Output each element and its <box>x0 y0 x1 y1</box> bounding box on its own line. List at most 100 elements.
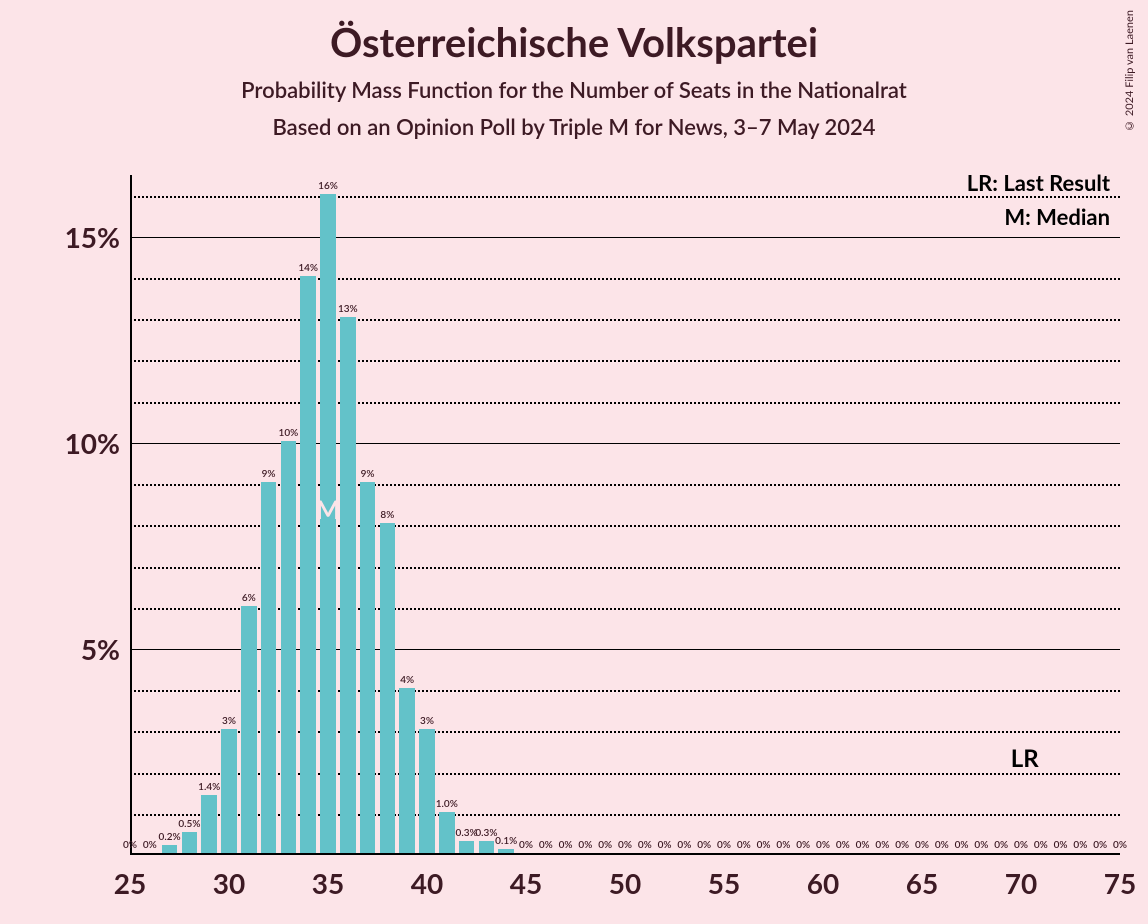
median-marker: M <box>316 493 341 525</box>
bar-label: 0% <box>915 839 929 851</box>
bar-label: 0% <box>618 839 632 851</box>
grid-minor <box>130 814 1120 816</box>
x-tick-label: 40 <box>411 866 443 900</box>
x-tick-label: 25 <box>114 866 146 900</box>
bar-label: 0% <box>658 839 672 851</box>
bar-label: 0% <box>559 839 573 851</box>
bar-label: 0% <box>1113 839 1127 851</box>
copyright-text: © 2024 Filip van Laenen <box>1123 10 1136 132</box>
bar-label: 0% <box>856 839 870 851</box>
bar-label: 0.3% <box>475 827 497 839</box>
grid-minor <box>130 525 1120 527</box>
bar-label: 0% <box>955 839 969 851</box>
bar-label: 0% <box>757 839 771 851</box>
bar <box>162 845 177 853</box>
bar <box>241 606 256 853</box>
bar-label: 0% <box>875 839 889 851</box>
grid-minor <box>130 278 1120 280</box>
bar-label: 0% <box>578 839 592 851</box>
bar-label: 3% <box>222 715 236 727</box>
bar <box>201 795 216 853</box>
chart-title: Österreichische Volkspartei <box>0 0 1148 66</box>
bar <box>459 841 474 853</box>
x-tick-label: 55 <box>708 866 740 900</box>
bar <box>300 276 315 853</box>
bar <box>419 729 434 853</box>
bar-label: 14% <box>298 262 318 274</box>
bar <box>439 812 454 853</box>
grid-major <box>130 237 1120 238</box>
x-axis <box>130 853 1120 855</box>
bar-label: 9% <box>361 468 375 480</box>
bar-label: 16% <box>318 180 338 192</box>
bar-label: 0% <box>816 839 830 851</box>
bar-label: 1.0% <box>436 798 458 810</box>
bar-label: 0% <box>598 839 612 851</box>
bar-label: 0.1% <box>495 835 517 847</box>
bar <box>340 317 355 853</box>
legend-lr: LR: Last Result <box>967 169 1110 196</box>
x-tick-label: 65 <box>906 866 938 900</box>
grid-minor <box>130 608 1120 610</box>
bar-label: 0.5% <box>178 818 200 830</box>
lr-marker: LR <box>1011 744 1039 773</box>
bar <box>479 841 494 853</box>
bar-label: 0% <box>994 839 1008 851</box>
grid-minor <box>130 319 1120 321</box>
y-tick-label: 15% <box>65 220 120 254</box>
bar-label: 8% <box>380 509 394 521</box>
bar-label: 0% <box>1034 839 1048 851</box>
x-tick-label: 75 <box>1104 866 1136 900</box>
grid-minor <box>130 690 1120 692</box>
chart-container: 0% 0% 0.2%0.5% 1.4% 3% 6% 9% 10% 14% 16% 13% 9% 8% 4%… <box>130 175 1120 855</box>
x-tick-label: 35 <box>312 866 344 900</box>
x-tick-label: 50 <box>609 866 641 900</box>
chart-subtitle: Probability Mass Function for the Number… <box>0 66 1148 103</box>
bar-label: 0% <box>717 839 731 851</box>
bar <box>182 832 197 853</box>
bar-label: 0% <box>796 839 810 851</box>
grid-minor <box>130 567 1120 569</box>
bar-label: 1.4% <box>198 781 220 793</box>
x-tick-label: 70 <box>1005 866 1037 900</box>
chart-subtitle2: Based on an Opinion Poll by Triple M for… <box>0 103 1148 140</box>
grid-major <box>130 443 1120 444</box>
y-tick-label: 5% <box>81 632 120 666</box>
bar-label: 13% <box>338 303 358 315</box>
bar-label: 0% <box>1054 839 1068 851</box>
bar-label: 0% <box>895 839 909 851</box>
grid-minor <box>130 484 1120 486</box>
bar-label: 0.2% <box>159 831 181 843</box>
bar-label: 9% <box>262 468 276 480</box>
bar <box>221 729 236 853</box>
bar-label: 3% <box>420 715 434 727</box>
bar-label: 0% <box>677 839 691 851</box>
grid-minor <box>130 402 1120 404</box>
bar-label: 0% <box>974 839 988 851</box>
bar-label: 0% <box>1014 839 1028 851</box>
bar-label: 0% <box>697 839 711 851</box>
bar-label: 6% <box>242 592 256 604</box>
bar-label: 0% <box>638 839 652 851</box>
bar-label: 0.3% <box>456 827 478 839</box>
bar <box>380 523 395 853</box>
bar-label: 0% <box>776 839 790 851</box>
bar-label: 0% <box>935 839 949 851</box>
x-tick-label: 30 <box>213 866 245 900</box>
bar <box>360 482 375 853</box>
legend-m: M: Median <box>1004 203 1110 230</box>
bar <box>399 688 414 853</box>
bar-label: 0% <box>539 839 553 851</box>
bar-label: 0% <box>737 839 751 851</box>
bar-label: 0% <box>519 839 533 851</box>
bar-label: 10% <box>279 427 299 439</box>
bar-label: 0% <box>143 839 157 851</box>
grid-minor <box>130 731 1120 733</box>
y-tick-label: 10% <box>65 426 120 460</box>
bar-label: 0% <box>123 839 137 851</box>
x-tick-label: 45 <box>510 866 542 900</box>
bar <box>498 849 513 853</box>
bar-label: 0% <box>836 839 850 851</box>
bar-label: 4% <box>400 674 414 686</box>
bar-label: 0% <box>1093 839 1107 851</box>
